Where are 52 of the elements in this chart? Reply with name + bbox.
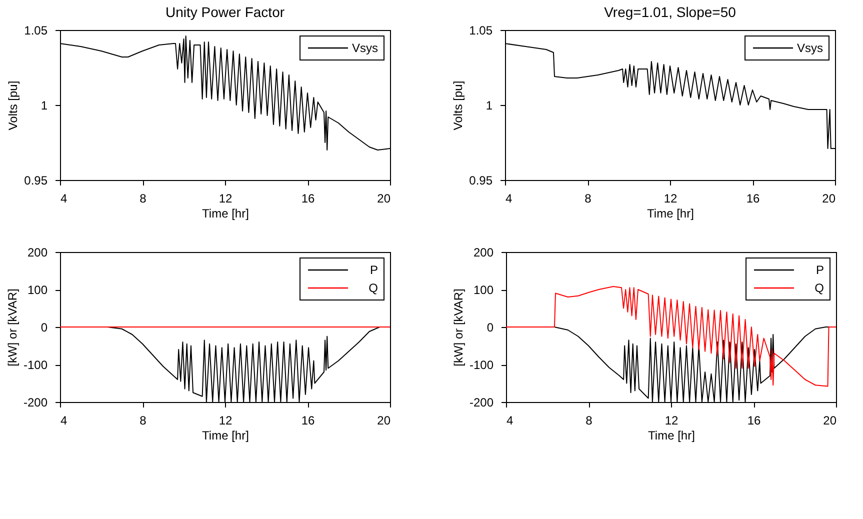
x-tick-label: 8 <box>586 414 593 428</box>
y-tick-label: -100 <box>469 358 494 372</box>
x-tick-label: 16 <box>301 192 315 206</box>
y-tick-label: 0.95 <box>469 174 493 188</box>
x-tick-label: 12 <box>664 192 678 206</box>
x-tick-label: 16 <box>746 192 760 206</box>
y-tick-label: -200 <box>23 396 48 410</box>
y-tick-label: 1.05 <box>469 24 493 38</box>
y-tick-label: 100 <box>473 283 494 297</box>
y-tick-label: 200 <box>27 246 48 260</box>
legend-label: Q <box>814 281 824 295</box>
x-axis-title: Time [hr] <box>202 206 249 220</box>
legend-label: P <box>816 263 824 277</box>
x-tick-label: 20 <box>377 414 391 428</box>
x-tick-label: 12 <box>664 414 678 428</box>
y-axis-title: Volts [pu] <box>6 80 20 130</box>
x-axis-title: Time [hr] <box>647 206 694 220</box>
legend-label: P <box>370 263 378 277</box>
y-tick-label: 0 <box>40 320 48 334</box>
y-axis-title: Volts [pu] <box>451 80 466 130</box>
y-tick-label: 1.05 <box>24 24 48 38</box>
legend-label: Vsys <box>352 41 378 55</box>
x-tick-label: 4 <box>506 192 512 206</box>
y-axis-title: [kW] or [kVAR] <box>5 288 20 366</box>
x-tick-label: 12 <box>218 192 232 206</box>
y-axis-title: [kW] or [kVAR] <box>451 288 466 366</box>
x-tick-label: 20 <box>823 414 837 428</box>
x-tick-label: 16 <box>301 414 315 428</box>
y-tick-label: 1 <box>40 98 48 112</box>
y-tick-label: 200 <box>473 246 494 260</box>
x-axis-title: Time [hr] <box>648 428 695 442</box>
x-tick-label: 4 <box>506 414 514 428</box>
x-tick-label: 4 <box>60 414 68 428</box>
y-tick-label: 1 <box>486 98 493 112</box>
y-tick-label: 0.95 <box>24 174 48 188</box>
legend-label: Vsys <box>796 41 823 55</box>
y-tick-label: 100 <box>27 283 48 297</box>
x-tick-label: 4 <box>60 192 68 206</box>
y-tick-label: 0 <box>486 320 494 334</box>
x-tick-label: 20 <box>822 192 836 206</box>
y-tick-label: -200 <box>469 396 494 410</box>
x-tick-label: 8 <box>584 192 592 206</box>
x-tick-label: 16 <box>747 414 761 428</box>
x-tick-label: 12 <box>218 414 232 428</box>
legend-label: Q <box>368 281 378 295</box>
x-tick-label: 20 <box>377 192 391 206</box>
x-axis-title: Time [hr] <box>202 428 249 442</box>
y-tick-label: -100 <box>23 358 48 372</box>
chart-title: Vreg=1.01, Slope=50 <box>604 4 736 20</box>
chart-title: Unity Power Factor <box>165 4 285 20</box>
x-tick-label: 8 <box>140 414 147 428</box>
x-tick-label: 8 <box>140 192 147 206</box>
